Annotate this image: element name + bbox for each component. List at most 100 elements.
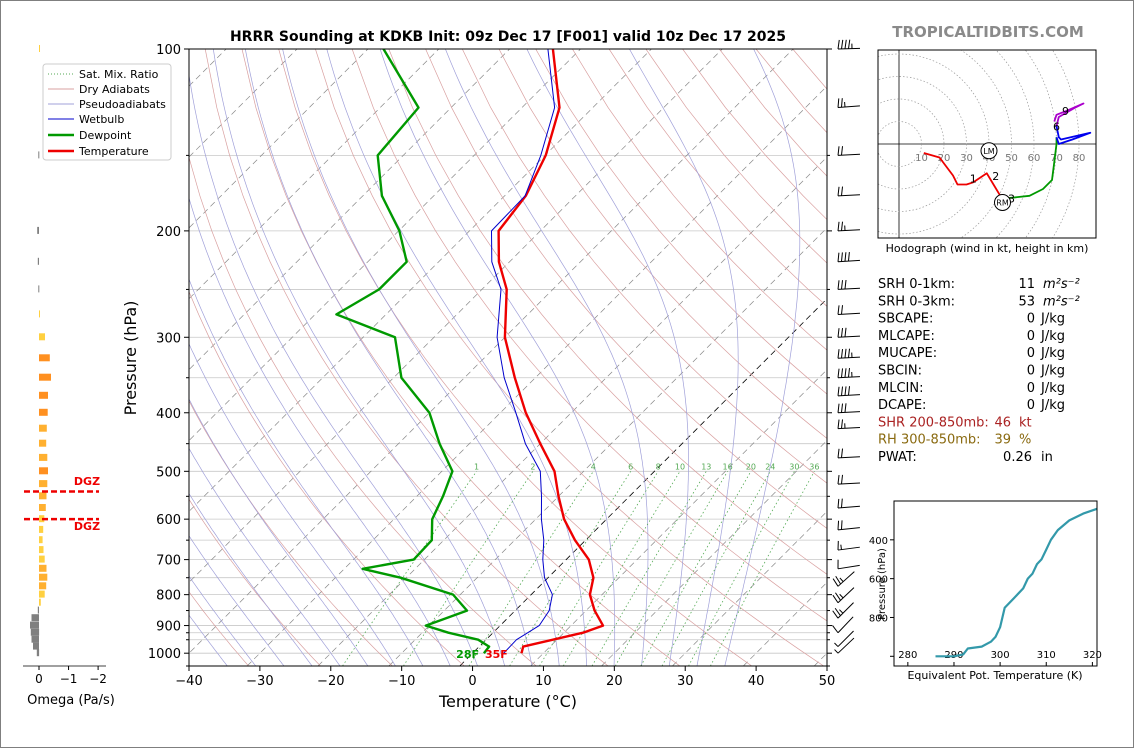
wind-barb <box>837 419 860 430</box>
hodo-height-label: 9 <box>1062 105 1069 118</box>
barb-flag <box>840 474 844 484</box>
barb-flag <box>848 39 851 49</box>
dry-adiabat <box>189 156 537 666</box>
wind-barb <box>837 348 860 359</box>
barb-flag <box>832 610 839 619</box>
index-unit: J/kg <box>1040 312 1065 327</box>
x-tick-label: 30 <box>677 674 694 689</box>
wind-barb <box>837 386 860 397</box>
skewt-title: HRRR Sounding at KDKB Init: 09z Dec 17 [… <box>230 29 786 45</box>
profile-dewpoint <box>335 49 491 654</box>
hodo-ring-label: 80 <box>1073 153 1086 164</box>
barb-flag <box>844 403 847 413</box>
hodo-ring <box>1052 50 1080 238</box>
theta-y-tick-label: 800 <box>869 613 888 624</box>
storm-motion-label: LM <box>983 147 994 156</box>
legend-dry-adiabats: Dry Adiabats <box>79 83 150 96</box>
wind-barb <box>837 279 860 290</box>
mixing-ratio-label: 24 <box>765 462 775 471</box>
wind-barb <box>837 448 860 459</box>
omega-bar <box>39 515 45 523</box>
barb-flag <box>840 403 844 413</box>
barb-flag <box>837 186 840 196</box>
isotherm <box>189 49 794 654</box>
barb-flag <box>840 221 844 231</box>
barb-flag <box>837 328 840 338</box>
wind-barb <box>832 602 854 619</box>
omega-bar <box>37 226 39 234</box>
index-value: 11 <box>1018 277 1035 292</box>
omega-bar <box>39 310 40 318</box>
barb-half-flag <box>839 593 844 599</box>
x-tick-label: 10 <box>535 674 552 689</box>
omega-bar <box>30 621 39 629</box>
barb-half-flag <box>840 544 842 550</box>
index-row: DCAPE: 0 J/kg <box>878 398 1065 413</box>
index-value: 0 <box>1027 364 1035 379</box>
isotherm <box>672 510 827 666</box>
isotherm <box>317 156 827 666</box>
isotherm <box>459 298 827 666</box>
barb-flag <box>840 448 844 458</box>
wind-barb <box>837 474 860 485</box>
y-tick-label: 300 <box>156 331 181 346</box>
index-value: 46 <box>994 415 1011 430</box>
wind-barb <box>837 327 860 338</box>
barb-flag <box>837 39 840 50</box>
index-row: SHR 200-850mb: 46 kt <box>878 415 1032 430</box>
wind-barb <box>837 221 860 232</box>
omega-bar <box>37 257 39 265</box>
pseudoadiabat <box>629 49 739 666</box>
barb-half-flag <box>839 609 844 614</box>
legend-pseudoadiabats: Pseudoadiabats <box>79 98 166 111</box>
barb-shaft <box>837 546 860 551</box>
barb-flag <box>837 252 840 262</box>
theta-x-tick-label: 320 <box>1083 650 1102 661</box>
mixing-ratio-line <box>562 471 681 666</box>
omega-bar <box>39 373 51 381</box>
hodo-ring <box>960 50 1012 238</box>
index-value: 0 <box>1027 398 1035 413</box>
index-unit: in <box>1041 450 1053 465</box>
skewt-background-lines: 1 2 4 6 8 10 13 16 20 24 30 36 <box>189 49 827 666</box>
hodo-height-label: 6 <box>1053 121 1060 134</box>
index-row: MUCAPE: 0 J/kg <box>878 346 1065 361</box>
omega-bar <box>39 354 50 362</box>
barb-flag <box>835 592 841 601</box>
index-row: PWAT: 0.26 in <box>878 450 1053 465</box>
omega-bar <box>30 628 40 636</box>
theta-e-profile <box>935 507 1097 658</box>
omega-bar <box>39 536 43 544</box>
mixing-ratio-label: 6 <box>628 462 633 471</box>
y-tick-label: 400 <box>156 407 181 422</box>
hodo-ring-label: 10 <box>915 153 928 164</box>
mixing-ratio-label: 13 <box>701 462 711 471</box>
index-unit: J/kg <box>1040 398 1065 413</box>
theta-y-tick-label: 400 <box>869 536 888 547</box>
index-unit: J/kg <box>1040 364 1065 379</box>
theta-x-tick-label: 280 <box>898 650 917 661</box>
x-tick-label: 40 <box>748 674 765 689</box>
omega-bar <box>31 614 39 622</box>
barb-flag <box>837 448 840 458</box>
index-value: 39 <box>994 433 1011 448</box>
omega-bar <box>36 649 40 657</box>
barb-flag <box>840 368 844 378</box>
dry-adiabat <box>351 49 827 622</box>
legend-mixing-ratio: Sat. Mix. Ratio <box>79 68 159 81</box>
barb-flag <box>837 474 840 485</box>
hodo-segment-3-6km <box>1009 137 1058 199</box>
index-label: MUCAPE: <box>878 346 937 361</box>
dry-adiabat <box>755 49 827 134</box>
storm-motion-marker <box>994 194 1011 211</box>
barb-flag <box>834 607 841 616</box>
barb-shaft <box>837 637 855 654</box>
theta-e-line <box>935 507 1097 658</box>
index-row: SRH 0-3km: 53 m²s⁻² <box>878 294 1080 309</box>
barb-shaft <box>837 630 854 647</box>
barb-flag <box>837 368 840 378</box>
theta-x-tick-label: 310 <box>1037 650 1056 661</box>
index-label: RH 300-850mb: <box>878 433 981 448</box>
omega-bar <box>38 151 40 159</box>
